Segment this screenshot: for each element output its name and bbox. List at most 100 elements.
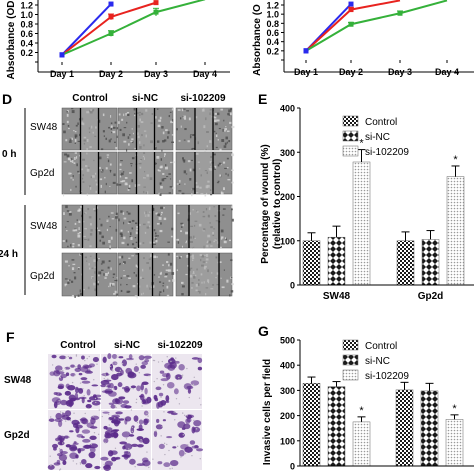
panel-d-wound-images: D Control si-NC si-102209 0 h 24 h SW48 … <box>0 91 235 299</box>
data-point <box>108 31 114 36</box>
row-label-sw48: SW48 <box>4 375 32 386</box>
legend: Control si-NC si-102209 <box>342 115 409 158</box>
x-tick-label: Gp2d <box>418 291 444 302</box>
legend-label: si-102209 <box>365 371 409 382</box>
y-tick-label: 1.2 <box>20 1 33 11</box>
wound-image-tile <box>61 107 120 151</box>
bar <box>396 240 415 286</box>
bar <box>352 421 371 467</box>
y-tick-label: 400 <box>280 104 295 114</box>
y-tick-label: 0.2 <box>266 46 279 56</box>
bar <box>446 176 465 286</box>
bar <box>327 236 346 286</box>
y-tick-label: 200 <box>280 192 295 202</box>
y-tick-label: 100 <box>280 236 295 246</box>
legend-label: si-NC <box>365 356 390 367</box>
data-point <box>108 14 114 20</box>
transwell-image-tile <box>152 354 203 409</box>
bar <box>421 239 440 286</box>
y-tick-label: 0.8 <box>266 19 279 29</box>
significance-marker: * <box>359 138 364 150</box>
wound-image-tile <box>61 151 120 197</box>
transwell-image-tile <box>47 409 101 471</box>
panel-letter-g: G <box>258 323 269 339</box>
bar <box>395 389 414 467</box>
series-line-green <box>61 0 206 56</box>
time-label-24h: 24 h <box>0 249 18 260</box>
legend-swatch <box>342 145 359 157</box>
column-label-si-102209: si-102209 <box>180 93 225 104</box>
legend-label: Control <box>365 341 397 352</box>
wound-image-tile <box>117 107 174 152</box>
y-axis-label-secondary: (relative to control) <box>272 159 283 250</box>
bar <box>302 383 321 467</box>
series-line-red <box>61 1 157 56</box>
legend-swatch <box>342 115 359 127</box>
data-point <box>303 48 309 54</box>
column-label-si-nc: si-NC <box>132 93 158 104</box>
y-tick-label: 0.4 <box>20 39 33 49</box>
y-tick-label: 200 <box>280 411 295 421</box>
panel-e-wound-bar-chart: E Percentage of wound (%) (relative to c… <box>258 91 474 302</box>
data-point <box>397 10 403 16</box>
significance-marker: * <box>359 405 364 417</box>
y-tick-label: 0.4 <box>266 37 279 47</box>
significance-marker: * <box>452 403 457 415</box>
legend-label: si-102209 <box>365 147 409 158</box>
legend-label: Control <box>365 117 397 128</box>
legend-swatch <box>342 354 359 366</box>
transwell-image-tile <box>48 354 102 410</box>
line-series <box>303 0 448 54</box>
transwell-image-tile <box>100 353 152 409</box>
wound-image-tile <box>175 252 234 297</box>
y-tick-label: 0 <box>290 281 295 291</box>
y-tick-label: 400 <box>280 361 295 371</box>
transwell-image-tile <box>152 410 204 470</box>
panel-letter-d: D <box>2 91 12 107</box>
row-label-gp2d: Gp2d <box>4 430 30 441</box>
y-tick-label: 300 <box>280 386 295 396</box>
y-tick-label: 0.6 <box>20 29 33 39</box>
series-line-blue <box>61 3 112 56</box>
data-point <box>153 0 159 6</box>
legend-swatch <box>342 339 359 351</box>
x-tick-label: Day 2 <box>99 69 123 79</box>
y-tick-label: 100 <box>280 436 295 446</box>
bar <box>445 419 464 467</box>
bar <box>352 161 371 286</box>
transwell-image-grid <box>47 353 204 471</box>
y-axis-label: Absorbance (OD <box>6 1 17 80</box>
y-axis-ticks: 0 100 200 300 400 <box>280 104 300 291</box>
row-label-sw48-24h: SW48 <box>30 221 58 232</box>
bar-series: ** <box>302 138 465 286</box>
bar <box>302 240 321 286</box>
legend-swatch <box>342 130 359 142</box>
y-tick-label: 1.0 <box>20 10 33 20</box>
x-tick-label: Day 3 <box>144 69 168 79</box>
y-tick-label: 1.2 <box>266 1 279 11</box>
data-point <box>348 7 354 13</box>
wound-image-tile <box>175 107 235 152</box>
transwell-image-tile <box>100 409 151 471</box>
column-label-si-nc: si-NC <box>114 340 140 351</box>
row-label-gp2d-0h: Gp2d <box>30 168 54 179</box>
y-axis-label: Percentage of wound (%) <box>260 144 271 263</box>
y-axis-ticks: 0 100 200 300 400 500 <box>280 336 300 472</box>
legend-label: si-NC <box>365 132 390 143</box>
data-point <box>348 21 354 27</box>
bar-series: ** <box>302 376 464 467</box>
line-series <box>59 0 206 58</box>
wound-image-tile <box>117 204 174 251</box>
column-label-control: Control <box>72 93 108 104</box>
y-tick-label: 300 <box>280 148 295 158</box>
panel-letter-f: F <box>6 329 15 345</box>
significance-marker: * <box>453 154 458 166</box>
bar <box>327 386 346 467</box>
row-label-sw48-0h: SW48 <box>30 122 58 133</box>
x-tick-label: SW48 <box>323 291 351 302</box>
line-chart-right: Absorbance (O 0.20.40.60.81.01.2 Day 1 Da… <box>252 0 474 77</box>
data-point <box>348 1 354 7</box>
y-axis-ticks: 0.20.40.60.81.01.2 <box>266 1 284 61</box>
wound-image-tile <box>117 151 175 196</box>
